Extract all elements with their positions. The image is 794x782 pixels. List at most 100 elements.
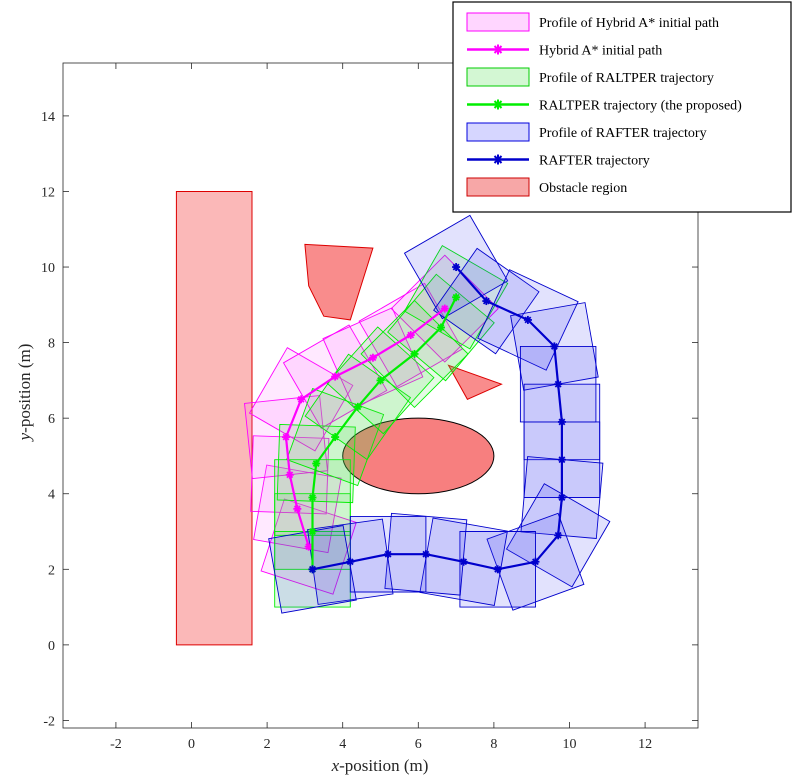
point-marker-stroke <box>558 456 566 464</box>
obstacle-polygon-3 <box>447 364 503 400</box>
trajectory-point <box>331 433 340 442</box>
obstacle-polygon-2 <box>304 243 374 321</box>
point-marker-stroke <box>441 305 449 313</box>
point-marker-stroke <box>309 565 316 573</box>
trajectory-point <box>550 342 559 351</box>
legend-label: Profile of Hybrid A* initial path <box>539 16 719 31</box>
y-tick-label: 0 <box>48 639 55 654</box>
point-marker-stroke <box>558 418 566 426</box>
trajectory-point <box>368 353 377 362</box>
trajectory-point <box>410 349 419 358</box>
legend-marker-stroke <box>493 100 503 109</box>
x-tick-label: 10 <box>562 737 576 752</box>
y-tick-label: -2 <box>43 714 55 729</box>
point-marker-stroke <box>422 550 430 558</box>
point-marker-stroke <box>554 531 562 539</box>
point-marker-stroke <box>494 565 502 573</box>
trajectory-point <box>440 304 449 313</box>
x-tick-label: 4 <box>339 737 346 752</box>
trajectory-point <box>554 531 563 540</box>
legend-label: RAFTER trajectory <box>539 154 650 169</box>
trajectory-line-series-2 <box>311 296 458 570</box>
y-tick-label: 6 <box>48 412 55 427</box>
point-marker-stroke <box>282 433 290 441</box>
x-tick-label: 8 <box>490 737 497 752</box>
point-marker-stroke <box>354 403 362 411</box>
y-tick-label: 4 <box>48 488 55 503</box>
point-marker-stroke <box>411 350 418 358</box>
legend-swatch-patch <box>466 12 530 32</box>
legend-label: Profile of RALTPER trajectory <box>539 71 714 86</box>
point-marker-stroke <box>482 297 490 305</box>
trajectory-point <box>346 557 355 566</box>
trajectory-layer <box>282 263 566 574</box>
trajectory-point <box>557 493 566 502</box>
point-marker-stroke <box>293 505 301 513</box>
trajectory-point <box>531 557 540 566</box>
point-marker-stroke <box>452 263 460 271</box>
point-marker-stroke <box>309 528 316 535</box>
trajectory-point <box>384 550 393 559</box>
trajectory-point <box>353 402 362 411</box>
point-marker-stroke <box>558 494 566 501</box>
point-marker-stroke <box>309 494 316 501</box>
trajectory-point <box>421 550 430 559</box>
legend-swatch-patch <box>466 122 530 142</box>
y-tick-label: 2 <box>48 563 55 578</box>
x-tick-label: 2 <box>264 737 271 752</box>
trajectory-point <box>304 542 313 551</box>
point-marker-stroke <box>331 373 339 381</box>
point-marker-stroke <box>286 471 294 479</box>
trajectory-point <box>308 527 317 536</box>
trajectory-point <box>482 297 491 306</box>
trajectory-point <box>459 557 468 566</box>
point-marker-stroke <box>460 558 468 566</box>
x-tick-label: 0 <box>188 737 195 752</box>
point-marker-stroke <box>331 433 339 441</box>
trajectory-point <box>308 565 317 574</box>
trajectory-point <box>285 470 294 479</box>
obstacle-polygon-1 <box>175 191 253 646</box>
legend-label: Obstacle region <box>539 181 627 196</box>
trajectory-point <box>331 372 340 381</box>
point-marker-stroke <box>407 331 415 339</box>
legend-swatch-patch <box>466 177 530 197</box>
point-marker-stroke <box>437 324 445 331</box>
x-axis-label: x-position (m) <box>331 756 429 775</box>
legend-swatch-patch <box>466 67 530 87</box>
point-marker-stroke <box>346 558 354 566</box>
trajectory-point <box>406 331 415 340</box>
trajectory-point <box>523 315 532 324</box>
point-marker-stroke <box>532 558 539 566</box>
x-tick-label: 12 <box>638 737 652 752</box>
legend-marker-stroke <box>493 45 503 54</box>
point-marker-stroke <box>524 316 532 324</box>
y-tick-label: 10 <box>41 261 55 276</box>
point-marker-stroke <box>550 342 558 350</box>
obstacle-layer <box>175 191 503 646</box>
x-tick-label: -2 <box>110 737 122 752</box>
legend-label: Hybrid A* initial path <box>539 44 662 59</box>
point-marker-stroke <box>554 380 562 388</box>
point-marker-stroke <box>377 376 384 384</box>
trajectory-point <box>554 380 563 389</box>
y-tick-label: 12 <box>41 185 55 200</box>
trajectory-point <box>436 323 445 332</box>
legend: Profile of Hybrid A* initial path Hybrid … <box>452 1 792 213</box>
point-marker-stroke <box>384 550 392 558</box>
trajectory-point <box>282 433 291 442</box>
legend-box <box>452 1 792 213</box>
trajectory-point <box>376 376 385 385</box>
trajectory-point <box>493 565 502 574</box>
trajectory-point <box>297 395 306 404</box>
trajectory-point <box>452 293 461 302</box>
point-marker-stroke <box>452 293 460 301</box>
legend-label: Profile of RAFTER trajectory <box>539 126 707 141</box>
trajectory-point <box>452 263 461 272</box>
trajectory-point <box>557 417 566 426</box>
point-marker-stroke <box>369 354 377 362</box>
legend-marker-stroke <box>493 155 503 164</box>
x-tick-label: 6 <box>415 737 422 752</box>
y-tick-label: 14 <box>41 110 55 125</box>
